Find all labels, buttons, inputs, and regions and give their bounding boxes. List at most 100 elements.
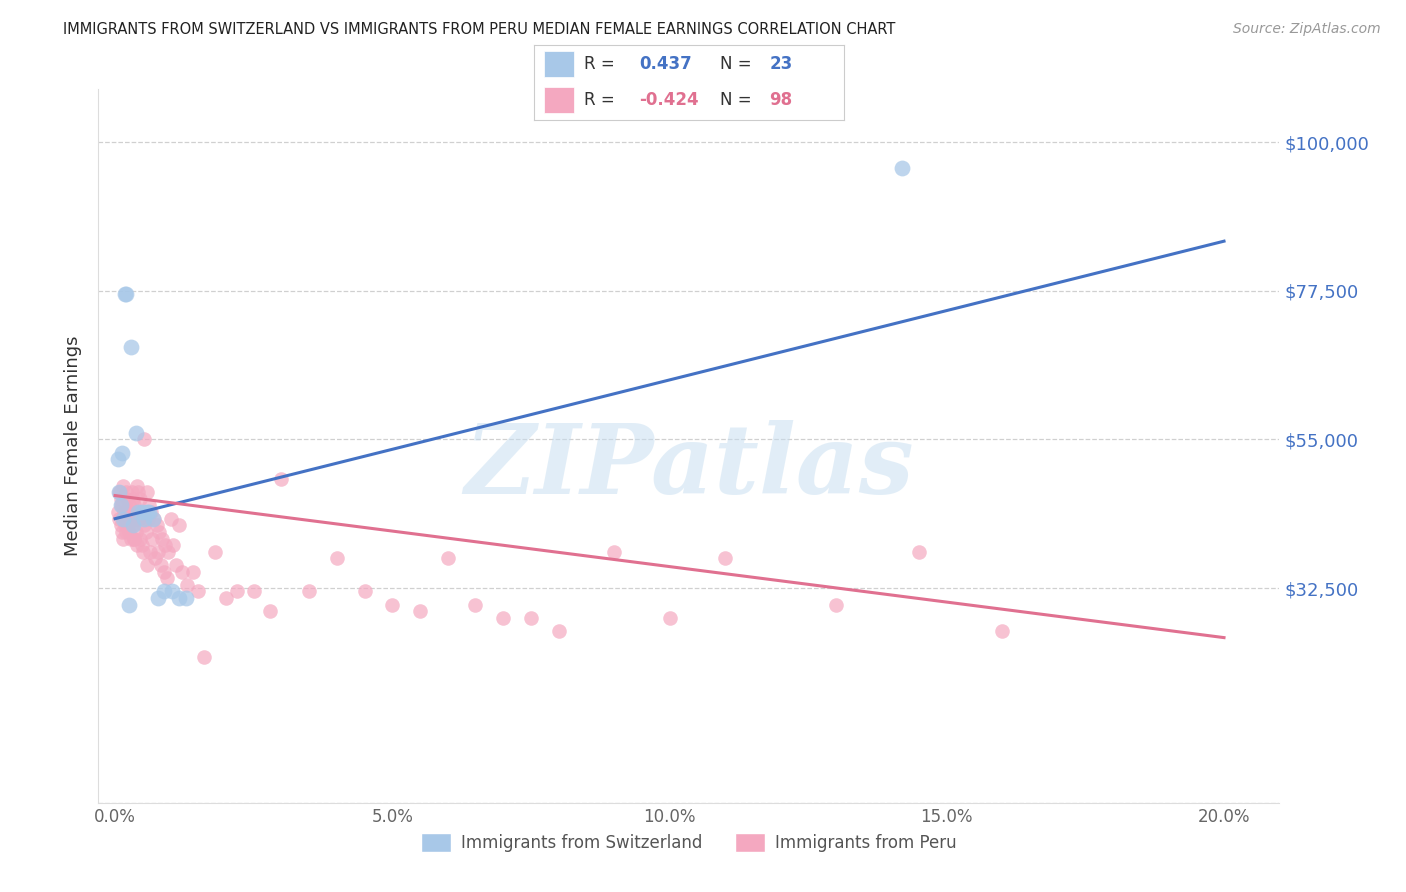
- Point: [150, 558, 173, 572]
- Point: [148, 545, 170, 559]
- Point: [298, 584, 321, 599]
- Point: [131, 505, 153, 519]
- Point: [121, 518, 143, 533]
- Point: [129, 491, 152, 506]
- Point: [153, 565, 176, 579]
- Point: [128, 511, 150, 525]
- Point: [112, 511, 135, 525]
- Point: [124, 505, 146, 519]
- Point: [167, 591, 190, 605]
- Point: [108, 485, 131, 500]
- Point: [121, 485, 143, 500]
- Point: [148, 524, 170, 539]
- Point: [135, 505, 157, 519]
- Point: [170, 565, 193, 579]
- Point: [129, 505, 152, 519]
- Point: [111, 445, 134, 459]
- Point: [136, 511, 159, 525]
- Point: [132, 511, 155, 525]
- Text: N =: N =: [720, 91, 756, 109]
- Point: [118, 499, 141, 513]
- Point: [891, 161, 914, 176]
- Point: [259, 604, 281, 618]
- Point: [270, 472, 292, 486]
- Text: ZIPatlas: ZIPatlas: [464, 420, 914, 515]
- Point: [193, 650, 215, 665]
- Point: [114, 287, 136, 301]
- Y-axis label: Median Female Earnings: Median Female Earnings: [63, 335, 82, 557]
- Point: [110, 491, 132, 506]
- Point: [107, 505, 129, 519]
- Point: [112, 511, 135, 525]
- Point: [492, 611, 515, 625]
- Point: [135, 524, 157, 539]
- Point: [139, 545, 162, 559]
- Text: -0.424: -0.424: [640, 91, 699, 109]
- Point: [112, 478, 135, 492]
- Point: [156, 545, 179, 559]
- Point: [114, 505, 136, 519]
- Point: [409, 604, 432, 618]
- Point: [127, 505, 149, 519]
- Point: [156, 571, 179, 585]
- Text: IMMIGRANTS FROM SWITZERLAND VS IMMIGRANTS FROM PERU MEDIAN FEMALE EARNINGS CORRE: IMMIGRANTS FROM SWITZERLAND VS IMMIGRANT…: [63, 22, 896, 37]
- Point: [127, 485, 149, 500]
- Point: [381, 598, 404, 612]
- Point: [118, 598, 141, 612]
- Point: [114, 518, 136, 533]
- Text: R =: R =: [583, 91, 620, 109]
- Point: [148, 591, 170, 605]
- Point: [174, 591, 197, 605]
- Point: [150, 532, 173, 546]
- Point: [117, 518, 139, 533]
- Point: [118, 505, 141, 519]
- Point: [117, 491, 139, 506]
- Point: [520, 611, 543, 625]
- Point: [115, 485, 138, 500]
- Legend: Immigrants from Switzerland, Immigrants from Peru: Immigrants from Switzerland, Immigrants …: [415, 827, 963, 859]
- Point: [162, 538, 184, 552]
- Text: N =: N =: [720, 55, 756, 73]
- Point: [111, 524, 134, 539]
- Point: [120, 340, 142, 354]
- Point: [125, 425, 148, 440]
- Point: [127, 511, 149, 525]
- Point: [132, 518, 155, 533]
- Point: [122, 532, 145, 546]
- Point: [991, 624, 1014, 638]
- Point: [132, 545, 155, 559]
- Point: [714, 551, 737, 566]
- Point: [111, 499, 134, 513]
- Point: [226, 584, 249, 599]
- Point: [121, 491, 143, 506]
- Point: [112, 532, 135, 546]
- Point: [108, 511, 131, 525]
- Point: [124, 499, 146, 513]
- Point: [145, 518, 167, 533]
- Point: [118, 524, 141, 539]
- Point: [143, 551, 166, 566]
- Point: [138, 505, 160, 519]
- Point: [908, 545, 931, 559]
- Point: [181, 565, 204, 579]
- Point: [115, 511, 138, 525]
- Point: [603, 545, 626, 559]
- Point: [134, 433, 156, 447]
- Point: [167, 518, 190, 533]
- Point: [215, 591, 238, 605]
- Point: [110, 499, 132, 513]
- Point: [131, 538, 153, 552]
- Point: [464, 598, 486, 612]
- Bar: [544, 87, 575, 112]
- Point: [159, 511, 181, 525]
- Point: [125, 524, 148, 539]
- Point: [138, 499, 160, 513]
- Point: [353, 584, 375, 599]
- Point: [153, 584, 176, 599]
- Point: [117, 505, 139, 519]
- Point: [139, 505, 162, 519]
- Point: [326, 551, 349, 566]
- Point: [110, 499, 132, 513]
- Text: R =: R =: [583, 55, 620, 73]
- Point: [135, 485, 157, 500]
